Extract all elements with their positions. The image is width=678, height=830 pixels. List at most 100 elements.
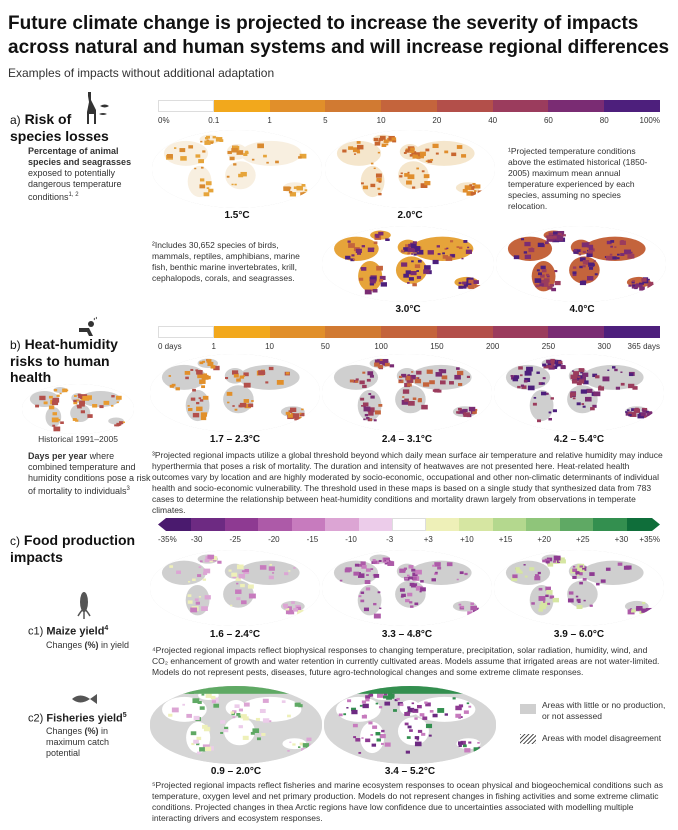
fisheries-sup: 5 xyxy=(122,712,127,719)
scaleB-segment xyxy=(325,326,382,338)
maize-map-3-label: 3.9 – 6.0°C xyxy=(553,629,605,640)
scaleA-tick: 100% xyxy=(639,116,660,125)
fisheries-desc-bold: (%) xyxy=(84,726,99,736)
scaleC-segment xyxy=(459,518,493,531)
giraffe-fish-icon xyxy=(80,90,110,131)
scaleC-segment xyxy=(225,518,259,531)
section-b-note: ³Projected regional impacts utilize a gl… xyxy=(152,450,663,515)
scaleB-tick: 150 xyxy=(430,342,444,351)
scaleA-segment xyxy=(158,100,215,112)
scaleA-segment xyxy=(381,100,438,112)
scaleA-segment xyxy=(492,100,549,112)
scaleB-tick: 365 days xyxy=(627,342,660,351)
species-map-1-5-label: 1.5°C xyxy=(224,210,250,221)
fisheries-map-2-label: 3.4 – 5.2°C xyxy=(384,766,436,777)
scaleC-segment xyxy=(560,518,594,531)
section-c-label: c) Food production impacts xyxy=(10,532,160,565)
scaleB-segment xyxy=(269,326,326,338)
heat-stress-person-icon xyxy=(75,316,99,343)
maize-map-1 xyxy=(150,550,320,626)
scaleC-tick: +25 xyxy=(575,535,590,544)
scaleC-segment xyxy=(292,518,326,531)
scaleC-tick: +15 xyxy=(498,535,513,544)
scaleC-segment xyxy=(392,518,426,531)
scaleC-tick: +10 xyxy=(460,535,474,544)
heat-days-scale-ticks: 0 days 1 10 50 100 150 200 250 300 365 days xyxy=(158,342,660,352)
scaleC-segment xyxy=(526,518,560,531)
section-a-note-2: ²Includes 30,652 species of birds, mamma… xyxy=(152,240,300,283)
scaleB-tick: 1 xyxy=(211,342,216,351)
heat-map-historical-label: Historical 1991–2005 xyxy=(38,434,118,444)
maize-map-2-label: 3.3 – 4.8°C xyxy=(381,629,433,640)
maize-note: ⁴Projected regional impacts reflect biop… xyxy=(152,645,660,677)
scaleC-segment xyxy=(325,518,359,531)
scaleA-segment xyxy=(269,100,326,112)
section-b-desc: where combined temperature and humidity … xyxy=(28,451,151,496)
fisheries-map-1 xyxy=(150,686,322,764)
scaleC-segment xyxy=(593,518,627,531)
scaleB-segment xyxy=(213,326,271,338)
scaleC-tick: -30 xyxy=(190,535,203,544)
section-a-description: Percentage of animal species and seagras… xyxy=(28,146,143,203)
scaleC-segment xyxy=(493,518,527,531)
heat-map-2 xyxy=(322,354,492,432)
fisheries-note: ⁵Projected regional impacts reflect fish… xyxy=(152,780,663,823)
scaleC-segment xyxy=(627,518,661,531)
scaleB-tick: 100 xyxy=(374,342,388,351)
section-a-title: Risk of species losses xyxy=(10,111,109,144)
section-a-label: a) Risk of species losses xyxy=(10,111,120,144)
scaleA-tick: 10 xyxy=(376,116,386,125)
scaleA-tick: 40 xyxy=(488,116,498,125)
maize-desc-post: in yield xyxy=(98,640,130,650)
species-map-4-0-label: 4.0°C xyxy=(569,304,595,315)
fisheries-desc-post: in maximum catch potential xyxy=(46,726,110,758)
legend-hatch-label: Areas with model disagreement xyxy=(542,733,662,743)
species-map-3-0-label: 3.0°C xyxy=(395,304,421,315)
page-subtitle: Examples of impacts without additional a… xyxy=(8,66,275,80)
fisheries-description: Changes (%) in maximum catch potential xyxy=(46,726,126,759)
maize-map-1-label: 1.6 – 2.4°C xyxy=(209,629,261,640)
legend-grey-label: Areas with little or no production, or n… xyxy=(542,700,666,721)
scaleB-segment xyxy=(548,326,605,338)
scaleB-segment xyxy=(158,326,215,338)
scaleC-tick: +30 xyxy=(614,535,629,544)
legend-grey-swatch xyxy=(520,704,536,714)
scaleA-segment xyxy=(548,100,605,112)
maize-desc-pre: Changes xyxy=(46,640,85,650)
maize-sup: 4 xyxy=(104,625,109,632)
scaleC-tick: +3 xyxy=(423,535,433,544)
species-map-2-0 xyxy=(325,130,495,208)
scaleC-tick: -15 xyxy=(306,535,319,544)
scaleB-tick: 300 xyxy=(597,342,611,351)
scaleC-tick: +20 xyxy=(537,535,551,544)
species-loss-scale-ticks: 0% 0.1 1 5 10 20 40 60 80 100% xyxy=(158,116,660,126)
scaleA-segment xyxy=(604,100,661,112)
species-map-3-0 xyxy=(322,226,494,302)
scaleB-segment xyxy=(436,326,494,338)
section-b-prefix: b) xyxy=(10,338,21,352)
fisheries-map-2 xyxy=(324,686,496,764)
maize-map-2 xyxy=(322,550,492,626)
heat-days-color-scale xyxy=(158,326,661,338)
heat-map-2-label: 2.4 – 3.1°C xyxy=(381,434,433,445)
section-c-title: Food production impacts xyxy=(10,532,136,565)
species-loss-color-scale xyxy=(158,100,661,112)
scaleC-segment xyxy=(191,518,225,531)
scaleB-tick: 200 xyxy=(485,342,500,351)
fisheries-label: c2) Fisheries yield5 xyxy=(28,712,127,725)
section-a-desc-bold: Percentage of animal species and seagras… xyxy=(28,146,132,167)
scaleC-tick: -20 xyxy=(268,535,280,544)
fish-icon xyxy=(70,692,98,711)
section-a-note-1: ¹Projected temperature conditions above … xyxy=(508,146,648,211)
food-change-color-scale xyxy=(158,518,660,531)
section-b-desc-sup: 3 xyxy=(126,486,130,492)
scaleC-tick: -25 xyxy=(229,535,241,544)
scaleC-tick: -3 xyxy=(386,535,394,544)
scaleA-tick: 1 xyxy=(267,116,272,125)
scaleA-tick: 0% xyxy=(158,116,170,125)
scaleA-tick: 60 xyxy=(543,116,553,125)
fisheries-prefix: c2) xyxy=(28,712,44,725)
fisheries-desc-pre: Changes xyxy=(46,726,85,736)
scaleB-segment xyxy=(381,326,438,338)
scaleC-segment xyxy=(158,518,192,531)
